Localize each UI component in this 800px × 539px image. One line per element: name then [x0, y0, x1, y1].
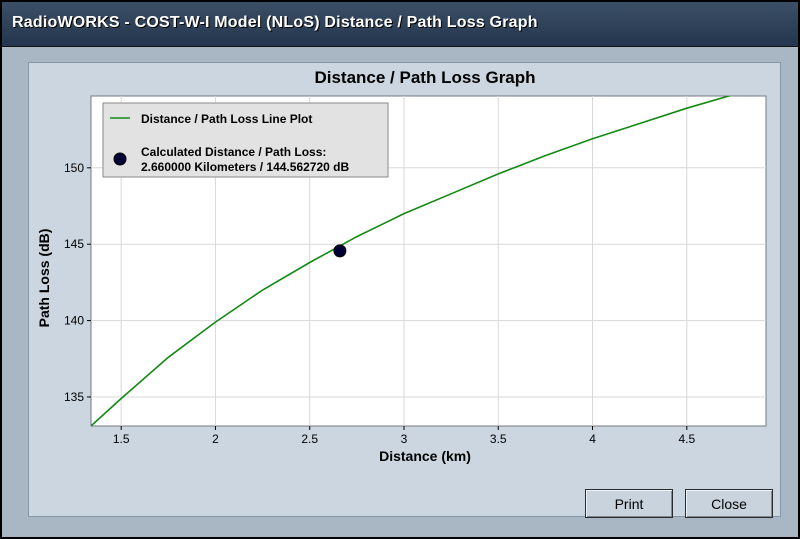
marker-layer	[333, 244, 347, 258]
series-line	[91, 96, 732, 426]
x-tick-label: 2.5	[301, 432, 318, 446]
axis-ticks: 1.5 2 2.5 3 3.5 4 4.5 135 140 145 150	[64, 161, 696, 446]
calculated-point-marker	[333, 244, 347, 258]
title-bar[interactable]: RadioWORKS - COST-W-I Model (NLoS) Dista…	[2, 2, 798, 47]
y-tick-label: 135	[64, 390, 84, 404]
chart-title: Distance / Path Loss Graph	[314, 68, 535, 87]
y-tick-label: 145	[64, 237, 84, 251]
x-tick-label: 1.5	[113, 432, 130, 446]
x-axis-label: Distance (km)	[379, 448, 471, 464]
graph-panel: Distance / Path Loss Graph 1.5 2 2.5 3 3.5 4 4…	[28, 62, 781, 517]
x-tick-label: 2	[212, 432, 219, 446]
y-tick-label: 150	[64, 161, 84, 175]
legend-box	[102, 102, 389, 178]
chart-legend: Distance / Path Loss Line Plot Calculate…	[102, 102, 389, 178]
x-tick-label: 4.5	[678, 432, 695, 446]
print-button[interactable]: Print	[585, 489, 673, 518]
x-tick-label: 4	[589, 432, 596, 446]
y-axis-label: Path Loss (dB)	[36, 229, 52, 328]
line-layer	[91, 96, 732, 426]
path-loss-chart: Distance / Path Loss Graph 1.5 2 2.5 3 3.5 4 4…	[36, 68, 767, 464]
x-tick-label: 3.5	[490, 432, 507, 446]
legend-line-label: Distance / Path Loss Line Plot	[141, 112, 312, 126]
close-button[interactable]: Close	[685, 489, 773, 518]
legend-point-detail: 2.660000 Kilometers / 144.562720 dB	[141, 160, 349, 174]
legend-marker-swatch	[113, 152, 127, 166]
window-client-area: Distance / Path Loss Graph 1.5 2 2.5 3 3.5 4 4…	[2, 47, 798, 537]
x-tick-label: 3	[401, 432, 408, 446]
y-tick-label: 140	[64, 314, 84, 328]
window-title: RadioWORKS - COST-W-I Model (NLoS) Dista…	[12, 14, 538, 31]
legend-point-label: Calculated Distance / Path Loss:	[141, 145, 326, 159]
